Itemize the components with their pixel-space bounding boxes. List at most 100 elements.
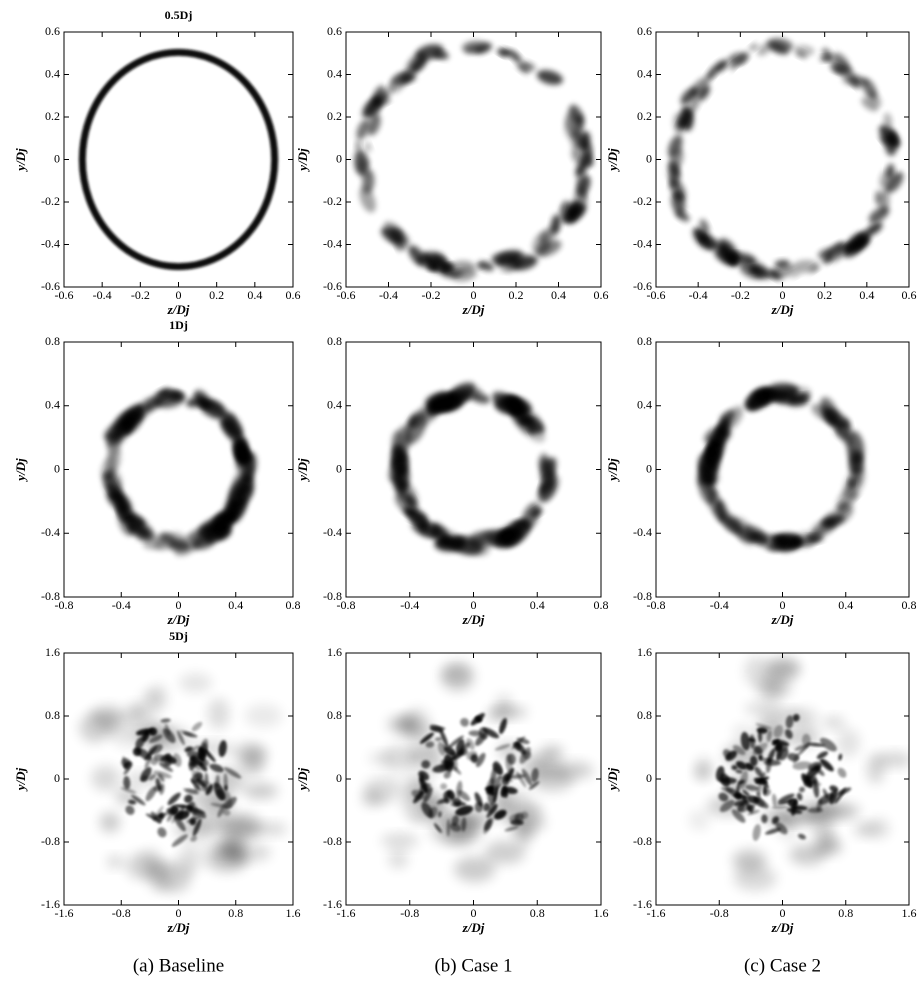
contour-blob: [441, 662, 474, 691]
contour-blob: [245, 704, 283, 727]
y-tick-label: -0.4: [41, 236, 60, 250]
y-tick-label: -0.4: [323, 525, 342, 539]
contour-blob: [814, 839, 842, 855]
y-tick-label: 0: [646, 461, 652, 475]
y-axis-label: y/Dj: [605, 148, 620, 173]
x-tick-label: 0.4: [530, 598, 545, 612]
x-tick-label: -0.4: [400, 598, 419, 612]
panel: -1.6-0.800.81.6-1.6-0.800.81.6z/Djy/Dj(b…: [295, 645, 609, 977]
y-tick-label: -0.4: [633, 236, 652, 250]
y-tick-label: 0.8: [637, 708, 652, 722]
contour-blob: [745, 702, 783, 716]
x-axis-label: z/Dj: [462, 612, 485, 627]
contour-blob: [100, 812, 120, 832]
x-tick-label: 0: [176, 598, 182, 612]
x-tick-label: 0.6: [286, 288, 301, 302]
contour-field: [665, 36, 907, 282]
contour-blob: [454, 856, 495, 881]
contour-blob: [797, 833, 807, 841]
plot-frame: [64, 342, 293, 597]
contour-blob: [364, 777, 403, 803]
y-tick-label: -0.8: [323, 589, 342, 603]
y-tick-label: 0.8: [637, 334, 652, 348]
contour-blob: [751, 823, 762, 841]
panel: -0.6-0.4-0.200.20.40.6-0.6-0.4-0.200.20.…: [13, 8, 301, 317]
contour-blob: [107, 855, 123, 868]
contour-blob: [215, 817, 256, 840]
x-tick-label: 0.8: [228, 906, 243, 920]
contour-blob: [126, 853, 159, 880]
plot-frame: [656, 342, 909, 597]
contour-ring: [82, 52, 274, 266]
plot-frame: [346, 32, 601, 287]
y-axis-label: y/Dj: [605, 767, 620, 792]
x-tick-label: 0.2: [509, 288, 524, 302]
plot-frame: [346, 342, 601, 597]
x-tick-label: -0.4: [93, 288, 112, 302]
x-tick-label: 0.4: [228, 598, 243, 612]
panel: -0.8-0.400.40.8-0.8-0.400.40.8z/Djy/Dj1D…: [13, 318, 301, 627]
contour-field: [80, 673, 287, 892]
y-tick-label: 0.8: [45, 334, 60, 348]
contour-blob: [91, 766, 120, 791]
panel-title: 0.5Dj: [165, 8, 193, 22]
y-axis-label: y/Dj: [295, 767, 310, 792]
x-tick-label: 1.6: [594, 906, 609, 920]
y-tick-label: 0.4: [45, 398, 60, 412]
y-tick-label: -0.8: [41, 589, 60, 603]
y-tick-label: -0.4: [41, 525, 60, 539]
y-tick-label: 1.6: [45, 645, 60, 659]
y-tick-label: 0.8: [327, 334, 342, 348]
x-tick-label: 0: [780, 288, 786, 302]
x-tick-label: 0.4: [859, 288, 874, 302]
y-tick-label: -0.8: [323, 834, 342, 848]
x-axis-label: z/Dj: [167, 302, 190, 317]
y-tick-label: 0.4: [327, 66, 342, 80]
x-tick-label: -0.2: [731, 288, 750, 302]
x-tick-label: 0: [780, 906, 786, 920]
contour-blob: [190, 720, 203, 733]
panel-title: 5Dj: [169, 629, 188, 643]
x-axis-label: z/Dj: [771, 302, 794, 317]
contour-blob: [694, 766, 711, 780]
contour-blob: [818, 825, 835, 840]
x-tick-label: 1.6: [902, 906, 917, 920]
contour-blob: [364, 141, 373, 153]
y-tick-label: -0.6: [41, 279, 60, 293]
contour-blob: [867, 753, 884, 783]
y-tick-label: 0.4: [45, 66, 60, 80]
y-tick-label: 0.2: [637, 109, 652, 123]
x-tick-label: -0.8: [710, 906, 729, 920]
x-tick-label: 0.4: [551, 288, 566, 302]
y-tick-label: 0.2: [327, 109, 342, 123]
y-tick-label: 0: [336, 461, 342, 475]
x-tick-label: 0.6: [594, 288, 609, 302]
contour-blob: [768, 674, 792, 698]
y-tick-label: 0.6: [637, 24, 652, 38]
figure: -0.6 -0.4 -0.2 0 0.2 0.4 0.6 -0.6 -0.4 -0.2 0 0.2 0.…: [0, 0, 921, 981]
panel-caption: (a) Baseline: [133, 955, 224, 976]
y-tick-label: 0.8: [45, 708, 60, 722]
x-tick-label: 0.2: [209, 288, 224, 302]
contour-blob: [243, 783, 278, 798]
x-tick-label: 0: [471, 288, 477, 302]
y-tick-label: -0.6: [633, 279, 652, 293]
y-tick-label: 0.8: [327, 708, 342, 722]
x-tick-label: 0: [176, 906, 182, 920]
x-tick-label: 0.4: [247, 288, 262, 302]
contour-blob: [127, 703, 146, 719]
y-axis-label: y/Dj: [295, 458, 310, 483]
contour-blob: [771, 793, 777, 806]
x-axis-label: z/Dj: [167, 920, 190, 935]
y-tick-label: 0: [336, 151, 342, 165]
plot-frame: [64, 32, 293, 287]
y-tick-label: 1.6: [327, 645, 342, 659]
contour-blob: [689, 810, 710, 830]
x-tick-label: -0.4: [379, 288, 398, 302]
y-tick-label: -0.2: [41, 194, 60, 208]
x-axis-label: z/Dj: [462, 302, 485, 317]
y-tick-label: 0.4: [637, 398, 652, 412]
x-axis-label: z/Dj: [771, 612, 794, 627]
contour-blob: [440, 783, 448, 790]
